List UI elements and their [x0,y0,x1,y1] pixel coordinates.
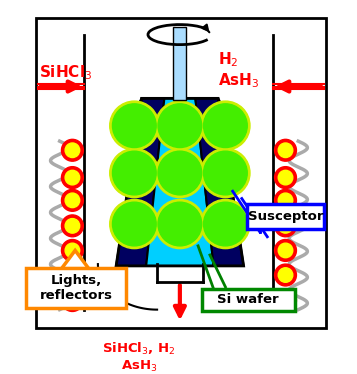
Circle shape [61,167,83,188]
Circle shape [278,293,293,308]
Text: Lights,
reflectors: Lights, reflectors [40,274,112,302]
Text: SiHCl$_3$: SiHCl$_3$ [39,64,92,82]
Circle shape [112,104,156,147]
Circle shape [275,264,296,286]
Circle shape [158,151,202,195]
Text: Susceptor: Susceptor [248,210,323,223]
Circle shape [155,148,205,197]
Circle shape [275,215,296,237]
Circle shape [65,268,80,282]
Text: H$_2$
AsH$_3$: H$_2$ AsH$_3$ [218,50,260,90]
Circle shape [110,148,159,197]
Polygon shape [134,98,225,111]
Circle shape [275,167,296,188]
Circle shape [275,140,296,161]
Circle shape [61,140,83,161]
FancyBboxPatch shape [26,268,126,308]
Circle shape [201,199,250,249]
Circle shape [65,170,80,185]
Circle shape [275,189,296,211]
Circle shape [61,189,83,211]
FancyBboxPatch shape [247,204,324,229]
Polygon shape [61,251,89,269]
Circle shape [61,239,83,261]
Circle shape [65,193,80,208]
Polygon shape [116,98,164,266]
Circle shape [155,199,205,249]
Circle shape [158,202,202,246]
Circle shape [278,268,293,282]
Bar [174,27,186,100]
Circle shape [201,101,250,150]
Circle shape [203,151,247,195]
Polygon shape [195,98,243,266]
Polygon shape [146,98,213,266]
Circle shape [158,104,202,147]
Text: SiHCl$_3$, H$_2$
AsH$_3$: SiHCl$_3$, H$_2$ AsH$_3$ [102,341,176,374]
Circle shape [278,218,293,233]
Circle shape [65,143,80,157]
Circle shape [201,148,250,197]
Circle shape [110,199,159,249]
Circle shape [278,243,293,258]
Circle shape [61,215,83,237]
Circle shape [61,264,83,286]
Circle shape [203,104,247,147]
Circle shape [275,289,296,312]
Bar [36,18,326,328]
Circle shape [65,293,80,308]
Circle shape [112,151,156,195]
Circle shape [275,239,296,261]
Circle shape [278,193,293,208]
Circle shape [65,218,80,233]
Text: Si wafer: Si wafer [217,293,279,306]
Circle shape [110,101,159,150]
Circle shape [155,101,205,150]
Circle shape [61,289,83,312]
Circle shape [278,143,293,157]
FancyBboxPatch shape [202,289,295,310]
Circle shape [65,243,80,258]
Circle shape [278,170,293,185]
Circle shape [112,202,156,246]
Circle shape [203,202,247,246]
